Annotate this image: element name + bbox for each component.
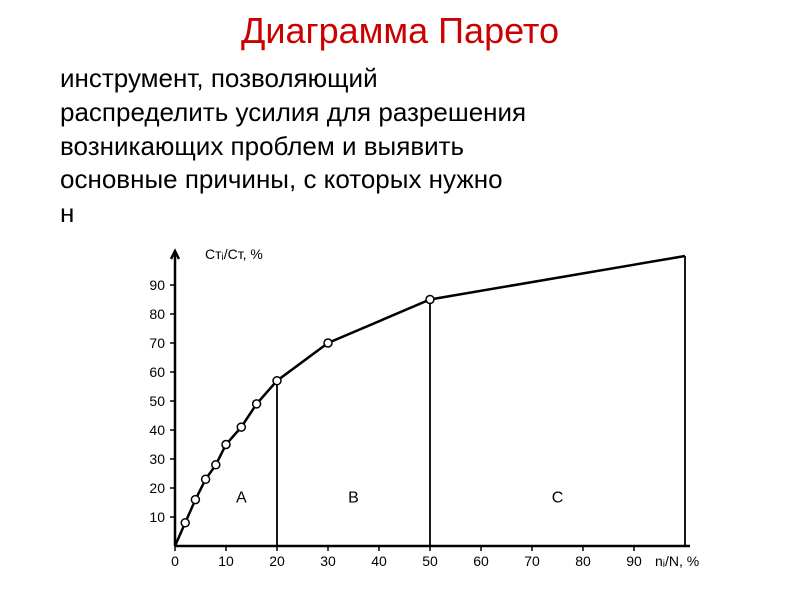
svg-text:C: C: [552, 489, 564, 506]
description-text: инструмент, позволяющийраспределить усил…: [0, 62, 800, 231]
svg-text:30: 30: [149, 451, 165, 467]
svg-text:70: 70: [149, 335, 165, 351]
svg-text:40: 40: [371, 553, 387, 569]
svg-text:0: 0: [171, 553, 179, 569]
svg-text:10: 10: [149, 509, 165, 525]
svg-text:10: 10: [218, 553, 234, 569]
svg-text:80: 80: [149, 306, 165, 322]
svg-text:40: 40: [149, 422, 165, 438]
svg-text:50: 50: [422, 553, 438, 569]
svg-text:60: 60: [473, 553, 489, 569]
svg-text:nᵢ/N, %: nᵢ/N, %: [655, 553, 699, 569]
svg-text:B: B: [348, 489, 359, 506]
svg-text:20: 20: [269, 553, 285, 569]
page-title: Диаграмма Парето: [0, 10, 800, 52]
svg-text:A: A: [236, 489, 247, 506]
svg-text:20: 20: [149, 480, 165, 496]
svg-text:60: 60: [149, 364, 165, 380]
svg-text:70: 70: [524, 553, 540, 569]
svg-text:80: 80: [575, 553, 591, 569]
svg-text:90: 90: [626, 553, 642, 569]
svg-text:Стᵢ/Ст, %: Стᵢ/Ст, %: [205, 246, 263, 262]
svg-text:90: 90: [149, 277, 165, 293]
pareto-chart: 10 20 30 40 50 60 70 80 90 0 10 20 30 40 50 60 70 80 90 A B C…: [90, 236, 710, 586]
svg-text:50: 50: [149, 393, 165, 409]
svg-text:30: 30: [320, 553, 336, 569]
